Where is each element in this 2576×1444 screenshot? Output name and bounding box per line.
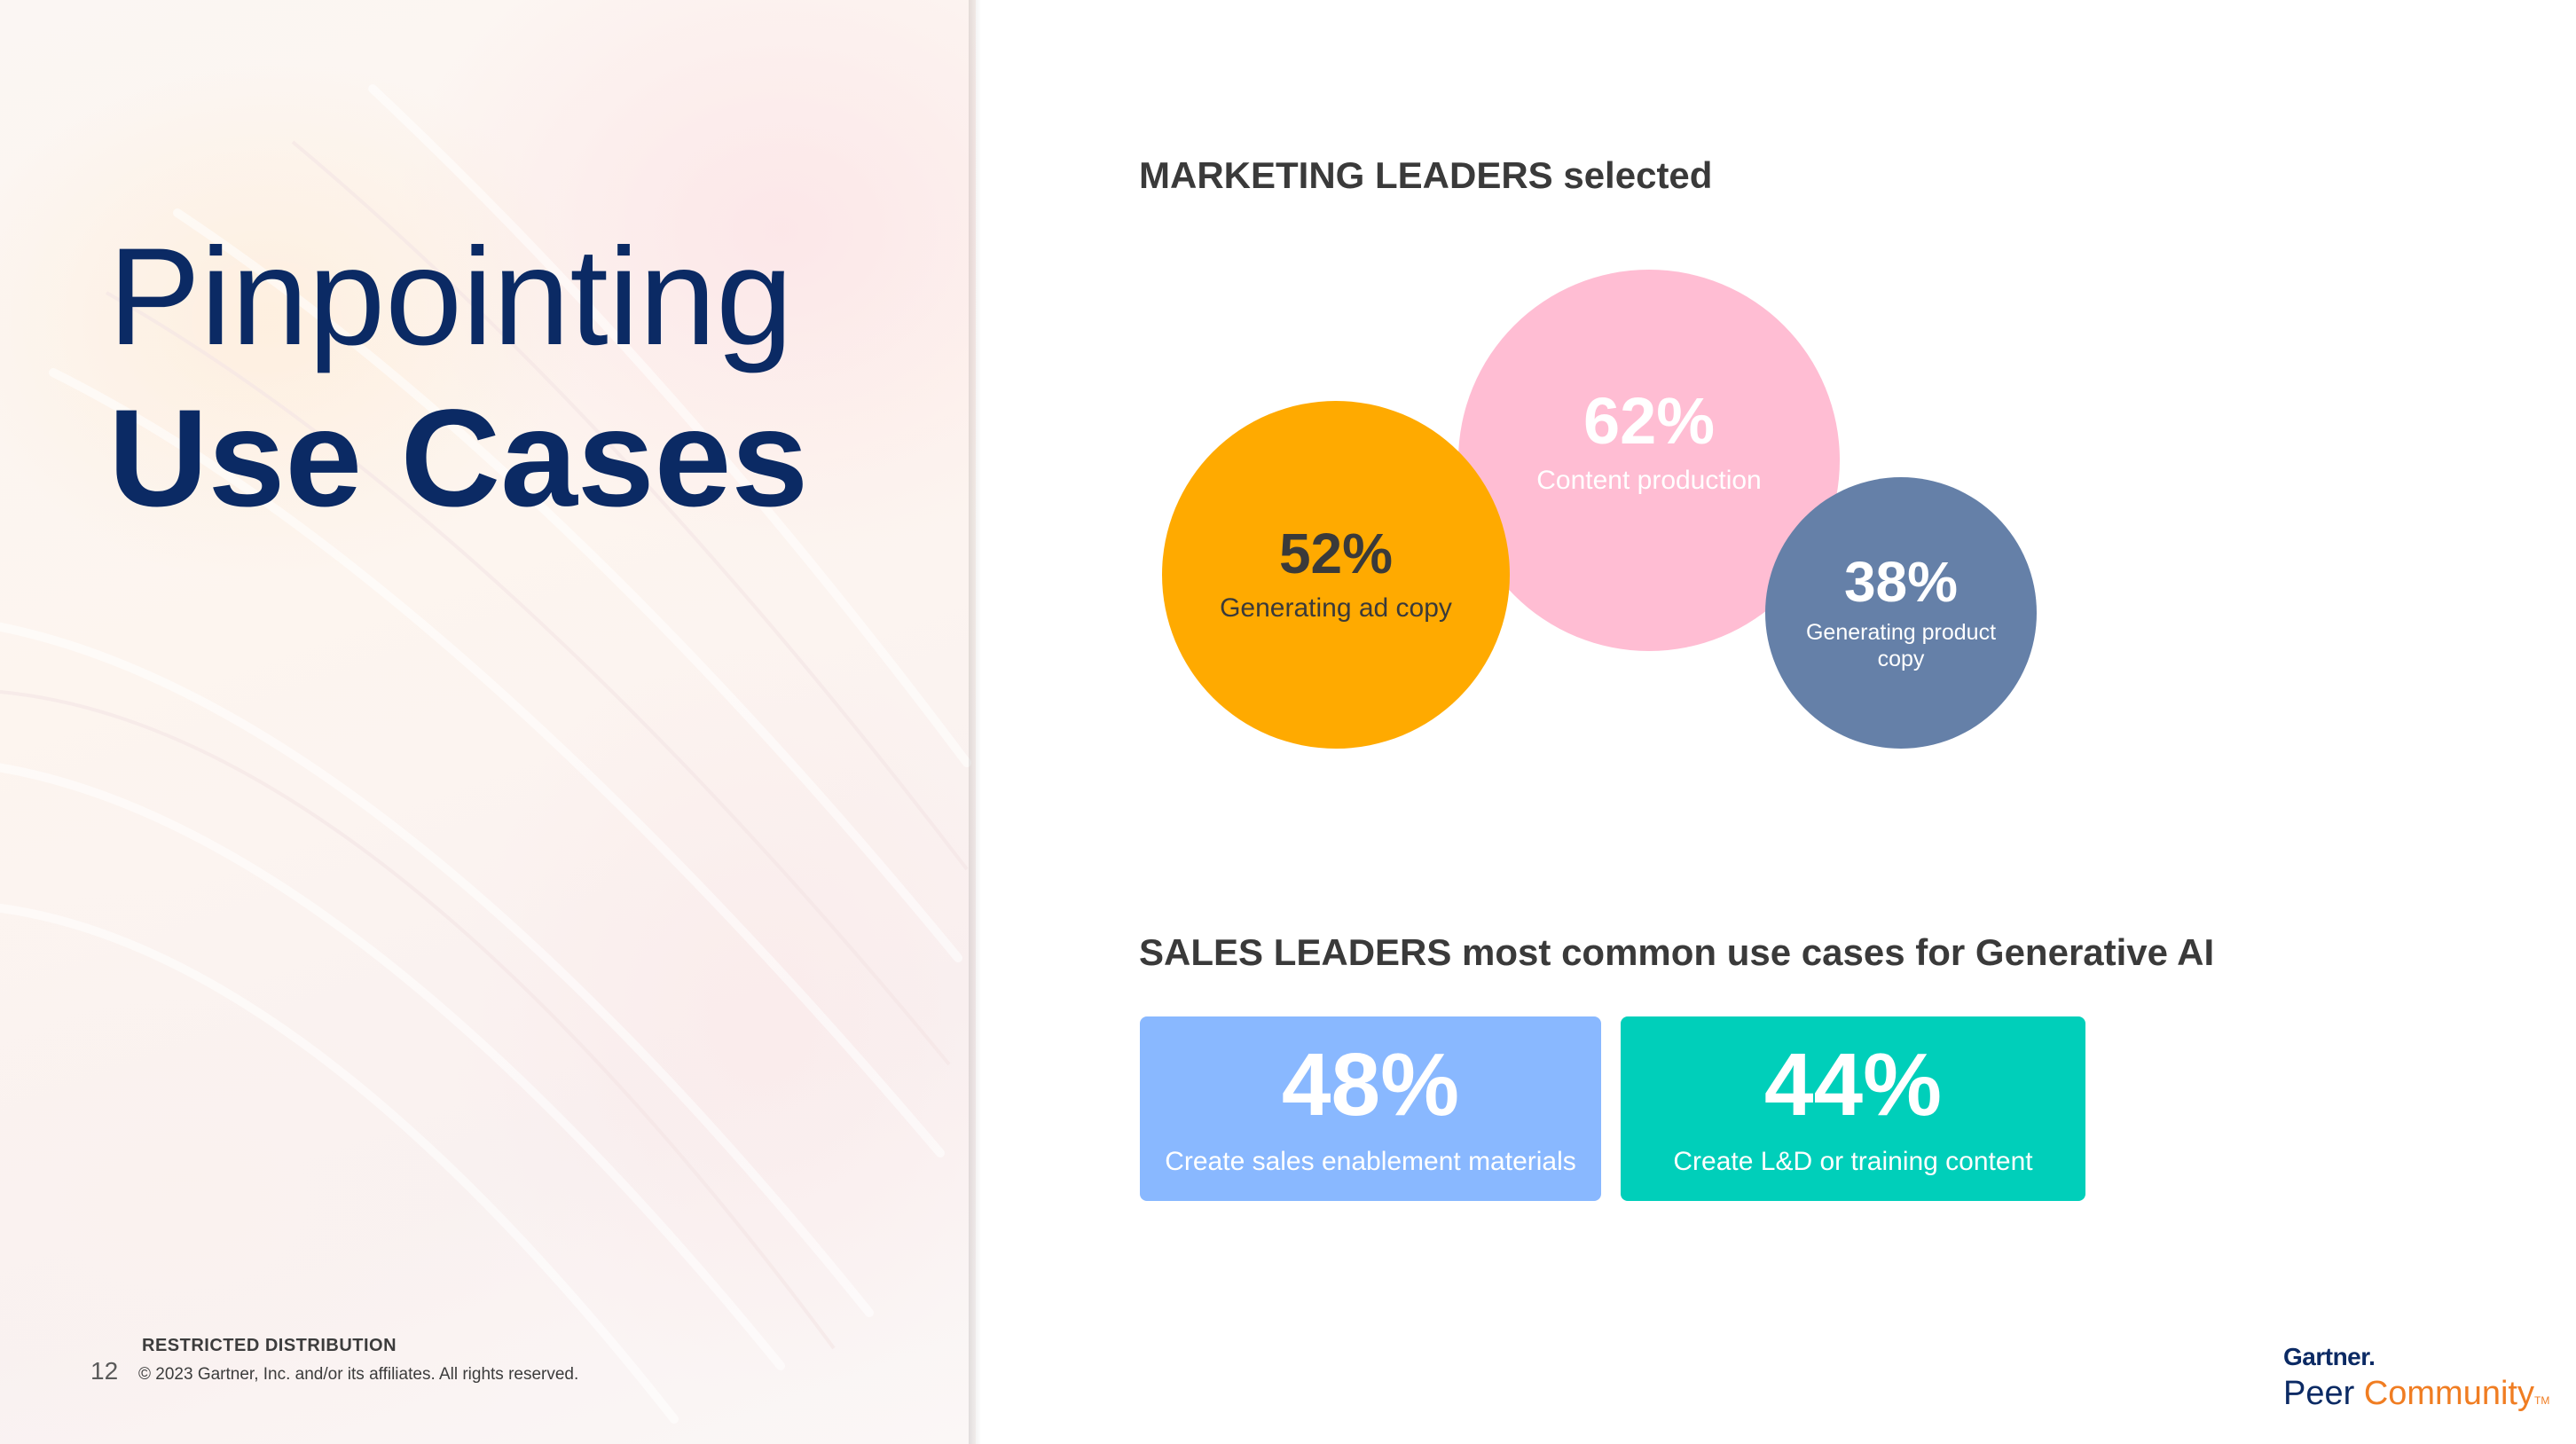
bubble-generating-ad-copy: 52% Generating ad copy [1162, 401, 1510, 749]
card-value: 44% [1763, 1035, 1943, 1134]
bubble-content-production: 62% Content production [1458, 270, 1840, 651]
sales-heading: SALES LEADERS most common use cases for … [1139, 931, 2215, 973]
bubble-value: 38% [1843, 550, 1959, 614]
card-label: Create sales enablement materials [1165, 1147, 1576, 1176]
bubble-label: Generating product copy [1805, 620, 1997, 671]
feather-background-image [0, 84, 971, 1424]
left-panel: Pinpointing Use Cases RESTRICTED DISTRIB… [0, 0, 976, 1444]
page-number: 12 [90, 1357, 119, 1385]
copyright-notice: © 2023 Gartner, Inc. and/or its affiliat… [138, 1365, 579, 1384]
logo-trademark: TM [2533, 1394, 2550, 1407]
page-title-line1: Pinpointing [108, 220, 793, 374]
bubble-value: 62% [1583, 384, 1716, 458]
bubble-generating-product-copy: 38% Generating product copy [1765, 477, 2037, 749]
logo-peer-text: Peer [2283, 1375, 2364, 1412]
card-sales-enablement: 48% Create sales enablement materials [1140, 1016, 1601, 1201]
gartner-logo: Gartner. [2283, 1343, 2376, 1370]
bubble-value: 52% [1278, 522, 1394, 585]
page-title-line2: Use Cases [108, 381, 809, 536]
bubble-label: Content production [1536, 466, 1762, 495]
card-value: 48% [1281, 1035, 1460, 1134]
card-ld-training-content: 44% Create L&D or training content [1621, 1016, 2085, 1201]
restricted-distribution-label: RESTRICTED DISTRIBUTION [142, 1336, 397, 1355]
panel-divider-shadow [969, 0, 981, 1444]
marketing-heading: MARKETING LEADERS selected [1139, 154, 1713, 196]
card-label: Create L&D or training content [1673, 1147, 2033, 1176]
peer-community-logo: Peer CommunityTM [2283, 1375, 2549, 1413]
bubble-label: Generating ad copy [1220, 593, 1452, 623]
logo-community-text: Community [2363, 1375, 2534, 1412]
